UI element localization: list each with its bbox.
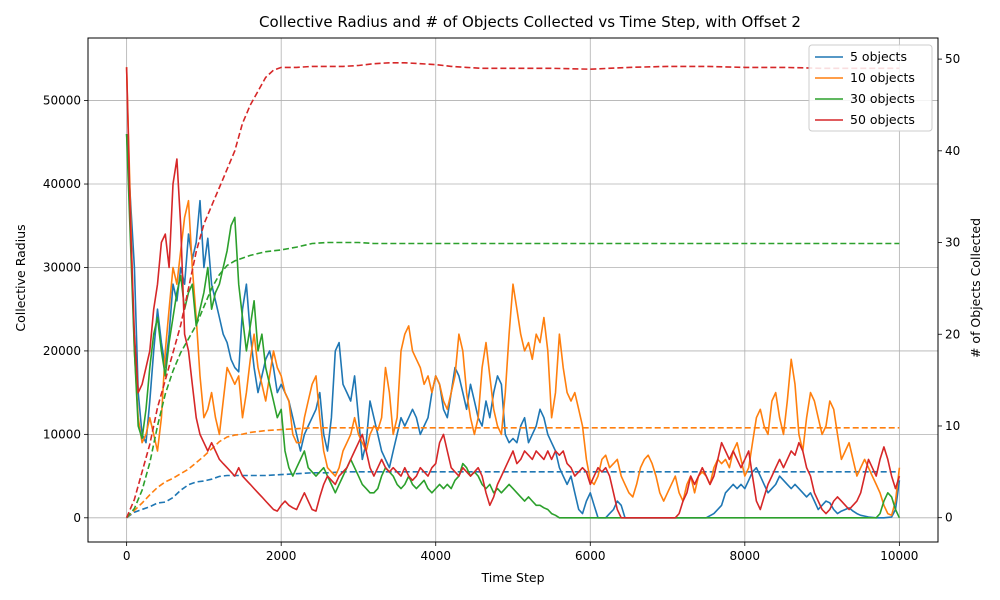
legend-box xyxy=(808,44,933,132)
y2-tick-label: 40 xyxy=(945,144,960,158)
plot-frame xyxy=(87,37,939,543)
y2-axis-label: # of Objects Collected xyxy=(968,218,983,358)
legend-label-5-objects: 5 objects xyxy=(850,49,907,64)
y2-tick-label: 20 xyxy=(945,327,960,341)
legend: 5 objects 10 objects 30 objects 50 objec… xyxy=(808,44,933,132)
x-axis-ticks: 0 2000 4000 6000 8000 10000 xyxy=(123,542,918,563)
y2-tick-label: 10 xyxy=(945,419,960,433)
y-tick-label: 0 xyxy=(73,511,81,525)
y-tick-label: 40000 xyxy=(43,177,81,191)
y-tick-label: 10000 xyxy=(43,427,81,441)
y-tick-label: 20000 xyxy=(43,344,81,358)
y-tick-label: 30000 xyxy=(43,260,81,274)
y2-tick-label: 50 xyxy=(945,52,960,66)
x-tick-label: 2000 xyxy=(266,549,297,563)
legend-label-30-objects: 30 objects xyxy=(850,91,915,106)
x-tick-label: 10000 xyxy=(880,549,918,563)
collected-line-30-objects xyxy=(125,241,900,519)
y2-tick-label: 30 xyxy=(945,236,960,250)
collected-line-10-objects xyxy=(126,426,900,519)
y-tick-label: 50000 xyxy=(43,94,81,108)
radius-line-30-objects xyxy=(125,133,901,519)
radius-line-50-objects xyxy=(125,67,901,519)
y2-tick-label: 0 xyxy=(945,511,953,525)
y-axis-label: Collective Radius xyxy=(13,224,28,331)
legend-label-10-objects: 10 objects xyxy=(850,70,915,85)
y2-axis-ticks: 0 10 20 30 40 50 xyxy=(938,52,960,525)
x-tick-label: 6000 xyxy=(575,549,606,563)
chart-title: Collective Radius and # of Objects Colle… xyxy=(259,13,801,31)
collected-line-50-objects xyxy=(125,61,900,519)
radius-line-10-objects xyxy=(125,67,901,517)
y-axis-ticks: 0 10000 20000 30000 40000 50000 xyxy=(43,94,88,525)
series-lines xyxy=(125,61,901,519)
x-axis-label: Time Step xyxy=(480,570,544,585)
x-tick-label: 8000 xyxy=(730,549,761,563)
x-tick-label: 0 xyxy=(123,549,131,563)
radius-line-5-objects xyxy=(125,133,901,519)
x-tick-label: 4000 xyxy=(420,549,451,563)
legend-label-50-objects: 50 objects xyxy=(850,112,915,127)
